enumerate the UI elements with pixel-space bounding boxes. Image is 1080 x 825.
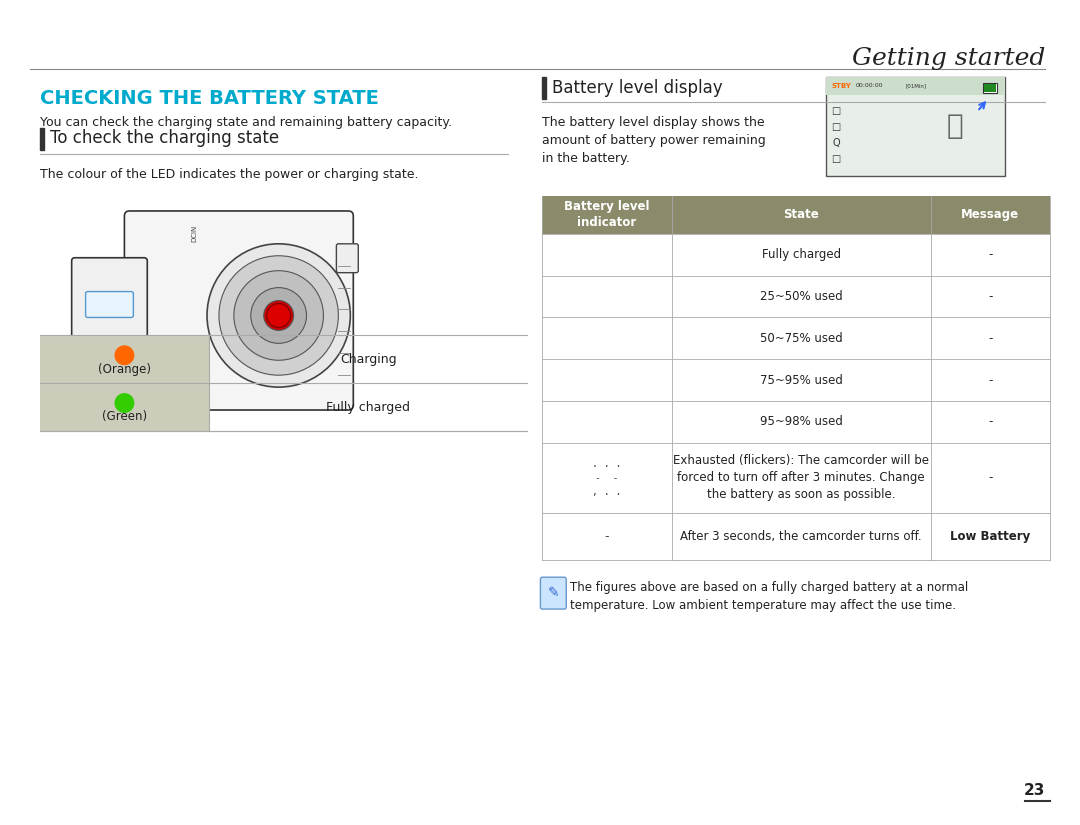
Text: -: - <box>988 332 993 345</box>
Text: (Orange): (Orange) <box>98 363 151 375</box>
FancyBboxPatch shape <box>124 211 353 410</box>
Circle shape <box>251 288 307 343</box>
Circle shape <box>219 256 338 375</box>
Circle shape <box>234 271 323 361</box>
Text: Q: Q <box>833 139 840 148</box>
Text: Message: Message <box>961 209 1020 221</box>
Text: -: - <box>605 530 609 543</box>
Text: 🏃: 🏃 <box>947 112 963 140</box>
Circle shape <box>114 393 134 413</box>
Bar <box>984 83 996 92</box>
Bar <box>826 77 1005 95</box>
Text: Exhausted (flickers): The camcorder will be
forced to turn off after 3 minutes. : Exhausted (flickers): The camcorder will… <box>673 455 929 501</box>
FancyBboxPatch shape <box>85 291 133 318</box>
Bar <box>40 383 210 431</box>
Text: Low Battery: Low Battery <box>950 530 1030 543</box>
Text: ✎: ✎ <box>548 586 559 600</box>
Circle shape <box>207 244 350 387</box>
FancyBboxPatch shape <box>540 578 566 609</box>
Text: DCIN: DCIN <box>191 225 197 243</box>
Text: -: - <box>988 471 993 484</box>
Text: The battery level display shows the
amount of battery power remaining
in the bat: The battery level display shows the amou… <box>542 116 766 166</box>
Text: Getting started: Getting started <box>852 47 1045 70</box>
Text: Battery level display: Battery level display <box>552 78 723 97</box>
Text: 50~75% used: 50~75% used <box>759 332 842 345</box>
Text: 00:00:00: 00:00:00 <box>855 83 883 88</box>
Text: The colour of the LED indicates the power or charging state.: The colour of the LED indicates the powe… <box>40 168 418 182</box>
Bar <box>40 336 210 383</box>
Text: 25~50% used: 25~50% used <box>759 290 842 303</box>
Text: CHECKING THE BATTERY STATE: CHECKING THE BATTERY STATE <box>40 88 379 107</box>
Text: You can check the charging state and remaining battery capacity.: You can check the charging state and rem… <box>40 116 451 130</box>
Circle shape <box>267 304 291 328</box>
Text: -: - <box>988 290 993 303</box>
Text: -: - <box>988 416 993 428</box>
Text: After 3 seconds, the camcorder turns off.: After 3 seconds, the camcorder turns off… <box>680 530 922 543</box>
Circle shape <box>264 300 294 330</box>
Text: STBY: STBY <box>831 82 851 88</box>
Text: □: □ <box>832 154 840 164</box>
Text: -: - <box>988 248 993 262</box>
Bar <box>40 129 44 150</box>
Text: Charging: Charging <box>340 353 396 365</box>
Text: 75~95% used: 75~95% used <box>759 374 842 387</box>
Text: The figures above are based on a fully charged battery at a normal
temperature. : The figures above are based on a fully c… <box>570 581 969 612</box>
Bar <box>542 196 1050 233</box>
Text: □: □ <box>832 106 840 116</box>
Text: -: - <box>988 374 993 387</box>
FancyBboxPatch shape <box>336 244 359 273</box>
Circle shape <box>114 346 134 365</box>
Text: To check the charging state: To check the charging state <box>50 130 279 148</box>
Bar <box>983 82 997 92</box>
Text: Fully charged: Fully charged <box>761 248 840 262</box>
Text: (Green): (Green) <box>102 411 147 423</box>
FancyBboxPatch shape <box>71 257 147 373</box>
Text: □: □ <box>832 122 840 132</box>
Text: [01Min]: [01Min] <box>906 83 927 88</box>
Text: 23: 23 <box>1024 783 1045 798</box>
Text: Battery level
indicator: Battery level indicator <box>565 200 650 229</box>
Bar <box>826 77 1005 176</box>
Text: State: State <box>783 209 819 221</box>
Bar <box>542 77 546 98</box>
Text: 95~98% used: 95~98% used <box>759 416 842 428</box>
Text: . . .
-  -
, . .: . . . - - , . . <box>593 459 622 497</box>
Text: Fully charged: Fully charged <box>326 400 410 413</box>
